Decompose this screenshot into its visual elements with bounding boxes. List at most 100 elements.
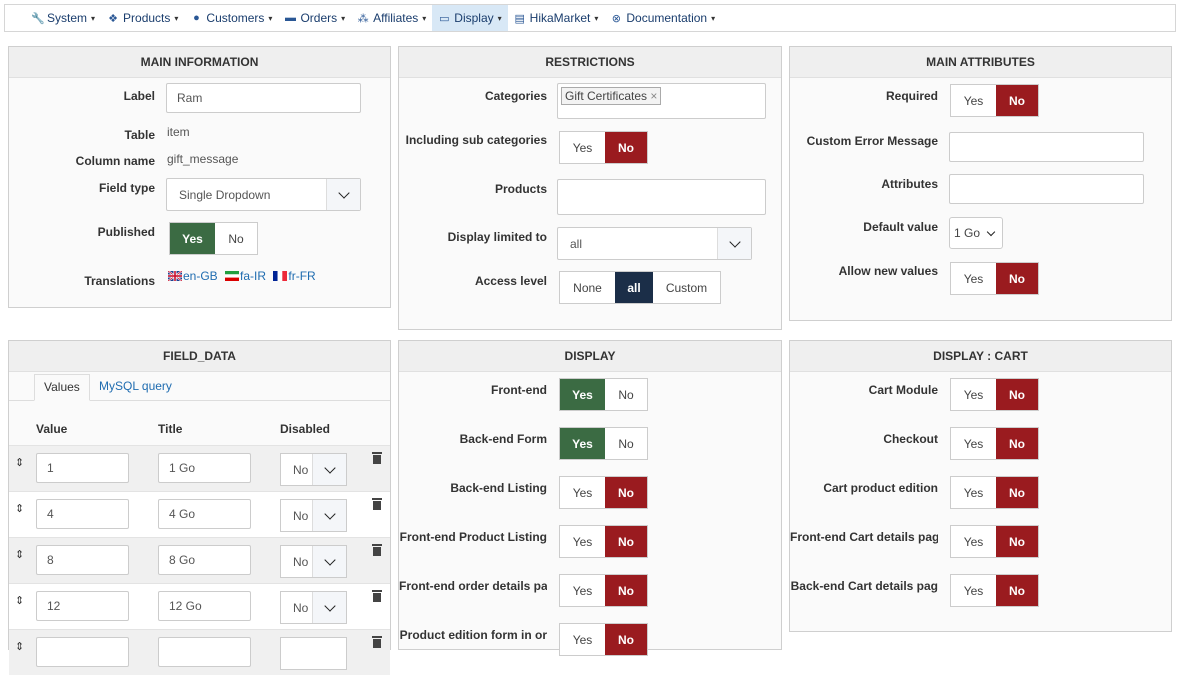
toggle-yes[interactable]: Yes xyxy=(560,428,605,459)
nav-item-label: System xyxy=(47,11,88,25)
allow-new-values-toggle[interactable]: Yes No xyxy=(950,262,1039,295)
toggle-no[interactable]: No xyxy=(996,477,1038,508)
allow-new-yes[interactable]: Yes xyxy=(963,271,984,286)
nav-item-customers[interactable]: ● Customers ▾ xyxy=(184,5,278,31)
nav-item-documentation[interactable]: ⊗ Documentation ▾ xyxy=(604,5,721,31)
value-input[interactable] xyxy=(36,637,129,667)
trash-icon[interactable] xyxy=(372,452,382,464)
yes-no-toggle[interactable]: Yes No xyxy=(950,525,1039,558)
translation-en-gb-link[interactable]: en-GB xyxy=(183,269,218,283)
value-input[interactable]: 8 xyxy=(36,545,129,575)
custom-error-input[interactable] xyxy=(949,132,1144,162)
disabled-select[interactable]: No xyxy=(280,453,347,486)
value-input[interactable]: 1 xyxy=(36,453,129,483)
toggle-yes[interactable]: Yes xyxy=(572,583,593,598)
toggle-no[interactable]: No xyxy=(996,428,1038,459)
toggle-no[interactable]: No xyxy=(996,379,1038,410)
value-input[interactable]: 12 xyxy=(36,591,129,621)
disabled-value: No xyxy=(293,600,309,615)
products-input[interactable] xyxy=(557,179,766,215)
subcategories-toggle[interactable]: Yes No xyxy=(559,131,648,164)
nav-item-affiliates[interactable]: ⁂ Affiliates ▾ xyxy=(351,5,432,31)
title-input[interactable]: 8 Go xyxy=(158,545,251,575)
toggle-no[interactable]: No xyxy=(605,477,647,508)
nav-item-orders[interactable]: ▬ Orders ▾ xyxy=(278,5,351,31)
title-input[interactable] xyxy=(158,637,251,667)
option-label: Back-end Cart details pag xyxy=(790,579,938,593)
nav-item-hikamarket[interactable]: ▤ HikaMarket ▾ xyxy=(508,5,605,31)
title-input[interactable]: 1 Go xyxy=(158,453,251,483)
trash-icon[interactable] xyxy=(372,636,382,648)
trash-icon[interactable] xyxy=(372,544,382,556)
toggle-no[interactable]: No xyxy=(996,526,1038,557)
trash-icon[interactable] xyxy=(372,590,382,602)
translation-fr-fr-link[interactable]: fr-FR xyxy=(288,269,316,283)
trash-icon[interactable] xyxy=(372,498,382,510)
toggle-yes[interactable]: Yes xyxy=(963,485,984,500)
subcategories-yes[interactable]: Yes xyxy=(572,140,593,155)
nav-item-system[interactable]: 🔧 System ▾ xyxy=(25,5,101,31)
attributes-input[interactable] xyxy=(949,174,1144,204)
toggle-yes[interactable]: Yes xyxy=(963,436,984,451)
drag-handle-icon[interactable]: ⇕ xyxy=(15,457,25,469)
yes-no-toggle[interactable]: Yes No xyxy=(559,574,648,607)
user-icon: ● xyxy=(193,12,200,24)
yes-no-toggle[interactable]: Yes No xyxy=(559,427,648,460)
drag-handle-icon[interactable]: ⇕ xyxy=(15,595,25,607)
disabled-select[interactable]: No xyxy=(280,499,347,532)
subcategories-no[interactable]: No xyxy=(605,132,647,163)
nav-item-products[interactable]: ❖ Products ▾ xyxy=(101,5,184,31)
yes-no-toggle[interactable]: Yes No xyxy=(559,476,648,509)
access-all[interactable]: all xyxy=(615,272,653,303)
drag-handle-icon[interactable]: ⇕ xyxy=(15,503,25,515)
remove-tag-icon[interactable]: × xyxy=(650,89,658,103)
toggle-no[interactable]: No xyxy=(618,436,634,451)
nav-item-display[interactable]: ▭ Display ▾ xyxy=(432,5,508,31)
title-input[interactable]: 12 Go xyxy=(158,591,251,621)
yes-no-toggle[interactable]: Yes No xyxy=(950,476,1039,509)
toggle-yes[interactable]: Yes xyxy=(572,534,593,549)
published-toggle[interactable]: Yes No xyxy=(169,222,258,255)
published-yes[interactable]: Yes xyxy=(170,223,215,254)
required-no[interactable]: No xyxy=(996,85,1038,116)
toggle-no[interactable]: No xyxy=(618,387,634,402)
published-label: Published xyxy=(97,225,155,239)
yes-no-toggle[interactable]: Yes No xyxy=(559,378,648,411)
drag-handle-icon[interactable]: ⇕ xyxy=(15,549,25,561)
categories-input[interactable]: Gift Certificates × xyxy=(557,83,766,119)
required-yes[interactable]: Yes xyxy=(963,93,984,108)
disabled-select[interactable] xyxy=(280,637,347,670)
required-toggle[interactable]: Yes No xyxy=(950,84,1039,117)
toggle-no[interactable]: No xyxy=(996,575,1038,606)
disabled-select[interactable]: No xyxy=(280,591,347,624)
access-level-label: Access level xyxy=(474,274,547,288)
published-no[interactable]: No xyxy=(228,231,244,246)
access-level-toggle[interactable]: None all Custom xyxy=(559,271,721,304)
drag-handle-icon[interactable]: ⇕ xyxy=(15,641,25,653)
toggle-yes[interactable]: Yes xyxy=(963,534,984,549)
title-input[interactable]: 4 Go xyxy=(158,499,251,529)
label-input[interactable]: Ram xyxy=(166,83,361,113)
tab-values[interactable]: Values xyxy=(34,374,90,401)
toggle-yes[interactable]: Yes xyxy=(963,583,984,598)
value-input[interactable]: 4 xyxy=(36,499,129,529)
yes-no-toggle[interactable]: Yes No xyxy=(559,525,648,558)
default-value-select[interactable]: 1 Go xyxy=(949,217,1003,249)
toggle-yes[interactable]: Yes xyxy=(560,379,605,410)
disabled-select[interactable]: No xyxy=(280,545,347,578)
toggle-yes[interactable]: Yes xyxy=(572,485,593,500)
toggle-no[interactable]: No xyxy=(605,526,647,557)
tab-mysql-query[interactable]: MySQL query xyxy=(99,379,172,393)
translation-fa-ir-link[interactable]: fa-IR xyxy=(240,269,267,283)
yes-no-toggle[interactable]: Yes No xyxy=(950,427,1039,460)
allow-new-no[interactable]: No xyxy=(996,263,1038,294)
yes-no-toggle[interactable]: Yes No xyxy=(950,378,1039,411)
yes-no-toggle[interactable]: Yes No xyxy=(950,574,1039,607)
toggle-yes[interactable]: Yes xyxy=(963,387,984,402)
access-none[interactable]: None xyxy=(573,280,602,295)
toggle-no[interactable]: No xyxy=(605,575,647,606)
nav-item-label: Products xyxy=(123,11,171,25)
field-type-select[interactable]: Single Dropdown xyxy=(166,178,361,211)
access-custom[interactable]: Custom xyxy=(665,280,708,295)
display-limited-select[interactable]: all xyxy=(557,227,752,260)
